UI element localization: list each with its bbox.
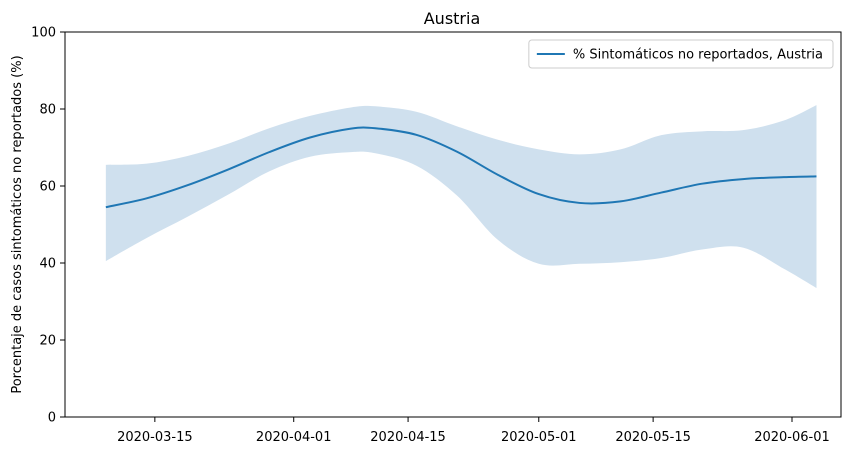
y-axis-label: Porcentaje de casos sintomáticos no repo… [10,55,25,393]
x-tick-label: 2020-05-01 [501,430,577,445]
series-line-layer [105,126,817,209]
x-tick-label: 2020-06-01 [754,430,830,445]
legend-box [528,39,834,69]
x-tick-label: 2020-05-15 [615,430,691,445]
confidence-band-layer [105,105,817,289]
confidence-band [105,105,817,289]
y-tick-label: 40 [39,257,56,272]
y-tick-label: 80 [39,103,56,118]
series-line [105,126,817,209]
x-axis: 2020-03-15 2020-04-01 2020-04-15 2020-05-01… [117,417,830,445]
x-tick-label: 2020-04-15 [370,430,446,445]
x-tick-label: 2020-04-01 [256,430,332,445]
chart-title: Austria [424,9,481,28]
x-tick-label: 2020-03-15 [117,430,193,445]
y-tick-label: 20 [39,334,56,349]
y-tick-label: 60 [39,180,56,195]
y-tick-label: 100 [31,26,56,41]
y-axis: 0 20 40 60 80 100 [31,26,65,426]
legend: % Sintomáticos no reportados, Austria [528,39,834,69]
y-tick-label: 0 [48,411,56,426]
legend-entry-label: % Sintomáticos no reportados, Austria [573,48,823,63]
plot-frame [64,31,842,418]
